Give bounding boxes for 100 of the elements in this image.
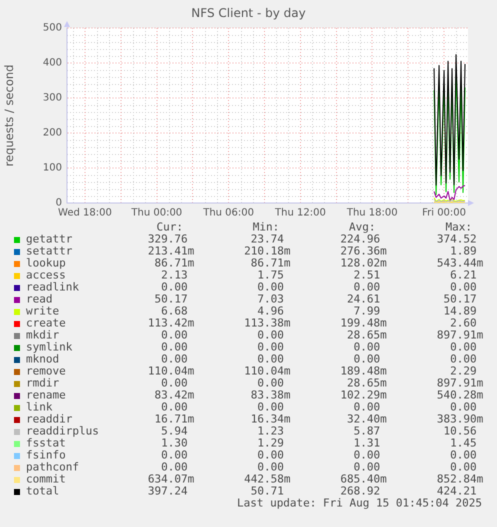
text: Avg: — [349, 220, 376, 234]
legend-label: fsinfo — [26, 448, 66, 462]
text: 110.04m — [148, 364, 195, 378]
text: 28.65m — [347, 328, 388, 342]
y-tick-label: 400 — [42, 58, 62, 69]
text: 86.71m — [250, 256, 291, 270]
x-tick-label: Thu 12:00 — [274, 208, 326, 219]
text: 102.29m — [340, 388, 388, 402]
legend-label: symlink — [26, 340, 73, 354]
text: 329.76 — [148, 232, 188, 246]
text: 0.00 — [257, 376, 284, 390]
legend-label: link — [26, 400, 53, 414]
text: 50.17 — [443, 292, 477, 306]
text: 86.71m — [154, 256, 195, 270]
text: 16.34m — [250, 412, 291, 426]
text: 1.89 — [450, 244, 477, 258]
text: 2.29 — [450, 364, 477, 378]
x-tick-label: Wed 18:00 — [58, 208, 112, 219]
text: 634.07m — [148, 472, 195, 486]
text: 0.00 — [257, 400, 284, 414]
text: 0.00 — [450, 400, 477, 414]
text: 0.00 — [257, 328, 284, 342]
text: 2.13 — [161, 268, 188, 282]
text: 397.24 — [148, 484, 188, 498]
legend-label: readdirplus — [26, 424, 99, 438]
text: 424.21 — [436, 484, 477, 498]
text: 0.00 — [161, 376, 188, 390]
text: 1.23 — [257, 424, 284, 438]
text: 0.00 — [354, 460, 380, 474]
text: 0.00 — [354, 352, 380, 366]
text: 5.94 — [161, 424, 188, 438]
text: 83.38m — [250, 388, 291, 402]
text: 2.51 — [354, 268, 380, 282]
text: 50.17 — [154, 292, 188, 306]
text: 113.38m — [244, 316, 291, 330]
text: 0.00 — [257, 460, 284, 474]
legend-label: remove — [26, 364, 66, 378]
legend-label: readlink — [26, 280, 80, 294]
text: 0.00 — [354, 448, 380, 462]
text: 374.52 — [436, 232, 477, 246]
text: 0.00 — [354, 400, 380, 414]
text: 543.44m — [436, 256, 484, 270]
text: 28.65m — [347, 376, 388, 390]
text: 7.99 — [354, 304, 380, 318]
text: 0.00 — [257, 340, 284, 354]
y-tick-label: 0 — [56, 198, 62, 209]
text: 189.48m — [340, 364, 388, 378]
legend-label: create — [26, 316, 66, 330]
text: 224.96 — [340, 232, 380, 246]
text: 50.71 — [250, 484, 284, 498]
text: 0.00 — [161, 328, 188, 342]
text: 199.48m — [340, 316, 388, 330]
legend-label: rmdir — [26, 376, 60, 390]
text: 110.04m — [244, 364, 291, 378]
text: 0.00 — [161, 340, 188, 354]
text: 897.91m — [436, 376, 484, 390]
text: 852.84m — [436, 472, 484, 486]
text: 0.00 — [450, 340, 477, 354]
text: 2.60 — [450, 316, 477, 330]
text: 5.87 — [354, 424, 380, 438]
text: 0.00 — [450, 352, 477, 366]
text: 1.31 — [354, 436, 380, 450]
legend-label: pathconf — [26, 460, 79, 474]
text: 83.42m — [154, 388, 195, 402]
text: 0.00 — [257, 448, 284, 462]
legend-label: total — [26, 484, 60, 498]
text: 442.58m — [244, 472, 291, 486]
y-tick-label: 200 — [42, 128, 62, 139]
text: 0.00 — [450, 280, 477, 294]
text: 14.89 — [443, 304, 477, 318]
text: 0.00 — [354, 280, 380, 294]
text: 0.00 — [450, 460, 477, 474]
legend-label: read — [26, 292, 52, 306]
legend-label: readdir — [26, 412, 73, 426]
text: 6.21 — [450, 268, 477, 282]
text: Min: — [252, 220, 280, 234]
text: Max: — [445, 220, 472, 234]
x-tick-label: Thu 18:00 — [346, 208, 398, 219]
text: 16.71m — [154, 412, 195, 426]
text: 23.74 — [250, 232, 284, 246]
legend-label: write — [26, 304, 60, 318]
text: 685.40m — [340, 472, 388, 486]
legend-label: mkdir — [26, 328, 60, 342]
text: 1.30 — [161, 436, 188, 450]
text: 0.00 — [354, 340, 380, 354]
text: 0.00 — [161, 352, 188, 366]
text: 1.45 — [450, 436, 477, 450]
text: 4.96 — [257, 304, 284, 318]
text: 24.61 — [347, 292, 380, 306]
text: 0.00 — [257, 280, 284, 294]
legend-label: commit — [26, 472, 66, 486]
text: 32.40m — [347, 412, 388, 426]
y-tick-label: 300 — [42, 92, 62, 104]
text: 10.56 — [443, 424, 477, 438]
text: 276.36m — [340, 244, 388, 258]
y-axis-title: requests / second — [2, 64, 16, 166]
text: 7.03 — [257, 292, 284, 306]
legend-label: getattr — [26, 232, 73, 246]
text: 0.00 — [450, 448, 477, 462]
text: 213.41m — [148, 244, 195, 258]
